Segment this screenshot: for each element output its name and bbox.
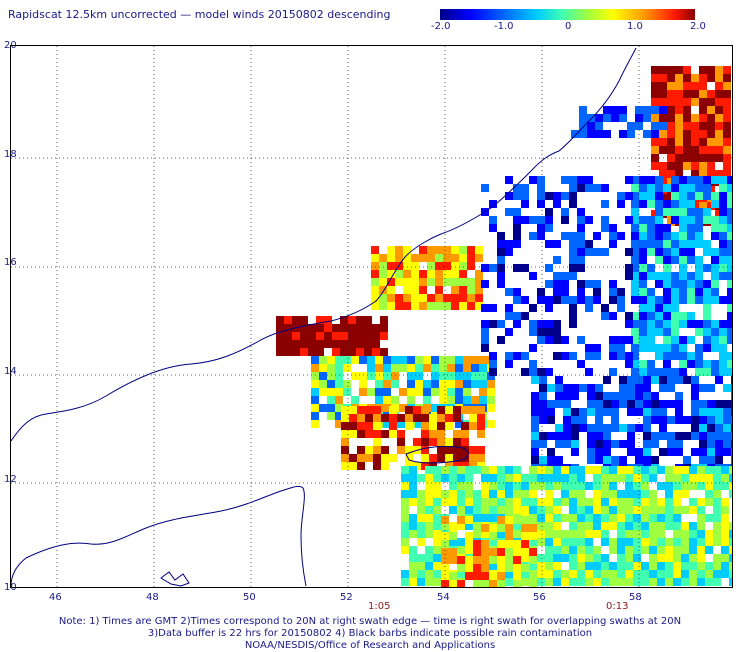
lat-label: 18	[4, 149, 17, 160]
map-plot-area	[10, 45, 739, 588]
colorbar-tick: -2.0	[431, 21, 451, 32]
wind-difference-pixels	[276, 66, 739, 588]
lon-label: 58	[629, 592, 642, 603]
lon-label: 52	[340, 592, 353, 603]
coastline	[10, 47, 637, 587]
lat-label: 16	[4, 257, 17, 268]
lon-label: 56	[533, 592, 546, 603]
colorbar-tick: 0	[565, 21, 572, 32]
lat-label: 12	[4, 474, 17, 485]
lon-label: 50	[243, 592, 256, 603]
lon-label: 48	[146, 592, 159, 603]
swath-time-label: 0:13	[606, 601, 629, 612]
colorbar-tick: 2.0	[690, 21, 706, 32]
lat-label: 20	[4, 40, 17, 51]
lat-label: 14	[4, 366, 17, 377]
graticule	[11, 46, 732, 587]
swath-time-label: 1:05	[368, 601, 391, 612]
colorbar	[440, 9, 695, 20]
map-canvas	[10, 46, 739, 588]
lat-label: 10	[4, 582, 17, 593]
lon-label: 54	[437, 592, 450, 603]
note-line: NOAA/NESDIS/Office of Research and Appli…	[244, 640, 496, 651]
colorbar-tick: -1.0	[494, 21, 514, 32]
map-title: Rapidscat 12.5km uncorrected — model win…	[8, 8, 391, 21]
note-line: Note: 1) Times are GMT 2)Times correspon…	[58, 616, 682, 627]
lon-label: 46	[49, 592, 62, 603]
colorbar-tick: 1.0	[627, 21, 643, 32]
note-line: 3)Data buffer is 22 hrs for 20150802 4) …	[147, 628, 593, 639]
